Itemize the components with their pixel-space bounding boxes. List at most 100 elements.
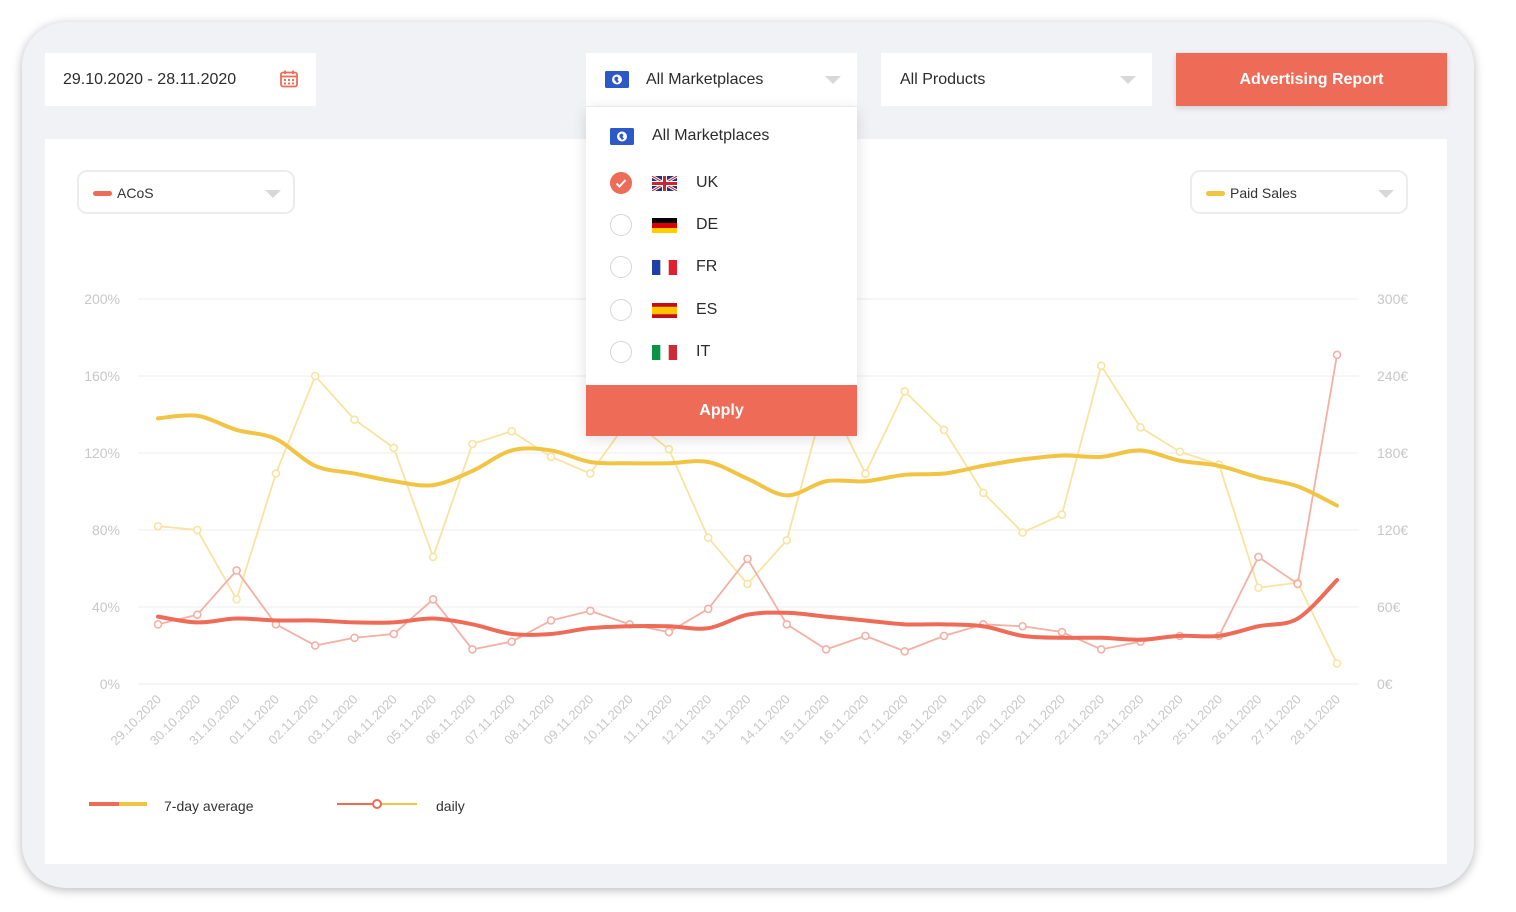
chevron-down-icon: [1378, 190, 1394, 198]
left-metric-select[interactable]: ACoS: [77, 170, 295, 214]
y-left-tick-label: 200%: [84, 291, 120, 307]
globe-icon: [610, 128, 634, 145]
chevron-down-icon: [265, 190, 281, 198]
paid-sales-daily-point: [1136, 423, 1145, 432]
paid-sales-daily-point: [271, 469, 281, 478]
products-selected-label: All Products: [900, 71, 986, 88]
acos-daily-point: [939, 631, 949, 641]
paid-sales-daily-point: [232, 594, 241, 604]
paid-sales-daily-point: [153, 521, 163, 531]
checkbox-empty-icon[interactable]: [610, 341, 632, 363]
y-left-tick-label: 160%: [84, 368, 120, 384]
paid-sales-color-swatch: [1206, 191, 1225, 196]
paid-sales-daily-point: [193, 525, 202, 535]
paid-sales-daily-point: [428, 552, 438, 562]
acos-daily-point: [310, 641, 320, 650]
acos-daily-point: [1332, 350, 1342, 360]
y-left-tick-label: 80%: [92, 522, 120, 538]
acos-color-swatch: [93, 191, 112, 196]
paid-sales-daily-point: [1332, 659, 1342, 668]
uk-flag-icon: [652, 176, 677, 191]
acos-daily-point: [468, 645, 477, 654]
calendar-icon[interactable]: [279, 69, 299, 89]
y-right-tick-label: 240€: [1377, 368, 1408, 384]
paid-sales-daily-point: [664, 444, 674, 454]
acos-daily-point: [782, 620, 792, 629]
all-marketplaces-label[interactable]: All Marketplaces: [652, 127, 770, 144]
checkbox-empty-icon[interactable]: [610, 299, 632, 321]
acos-daily-point: [1018, 621, 1027, 631]
paid-sales-daily-point: [310, 371, 320, 381]
y-right-tick-label: 120€: [1377, 522, 1408, 538]
marketplace-option-label: FR: [696, 258, 718, 275]
acos-daily-point: [703, 604, 713, 614]
paid-sales-7-day-average-line: [156, 413, 1339, 508]
acos-daily-point: [861, 631, 870, 641]
acos-daily-point: [507, 637, 517, 646]
acos-daily-point: [428, 594, 438, 604]
marketplace-option-label: IT: [696, 343, 711, 360]
de-flag-icon: [652, 218, 677, 233]
paid-sales-daily-point: [1175, 447, 1185, 457]
paid-sales-daily-point: [861, 469, 870, 478]
marketplace-option-label: UK: [696, 174, 719, 191]
paid-sales-daily-point: [1057, 510, 1067, 519]
acos-daily-point: [585, 606, 595, 616]
advertising-report-button[interactable]: Advertising Report: [1176, 53, 1447, 106]
y-right-tick-label: 60€: [1377, 599, 1401, 615]
legend-daily-swatch: [337, 799, 417, 809]
marketplace-option-label: ES: [696, 301, 718, 318]
y-left-tick-label: 0%: [100, 676, 120, 692]
chevron-down-icon: [825, 76, 841, 84]
legend-average-swatch: [89, 802, 147, 806]
date-range-picker[interactable]: 29.10.2020 - 28.11.2020: [45, 53, 316, 106]
acos-daily-point: [1293, 579, 1302, 589]
checkbox-empty-icon[interactable]: [610, 256, 632, 278]
legend-daily-label: daily: [436, 798, 465, 814]
apply-button[interactable]: Apply: [586, 385, 857, 436]
acos-7-day-average-line: [156, 578, 1339, 642]
acos-daily-point: [546, 616, 556, 625]
products-select[interactable]: All Products: [881, 53, 1152, 106]
date-range-text: 29.10.2020 - 28.11.2020: [63, 71, 237, 88]
paid-sales-daily-point: [939, 425, 949, 435]
paid-sales-daily-point: [389, 443, 399, 453]
all-marketplaces-option[interactable]: [610, 128, 634, 145]
chevron-down-icon: [1120, 76, 1136, 84]
acos-daily-point: [743, 554, 752, 564]
paid-sales-daily-point: [782, 535, 792, 545]
paid-sales-daily-point: [546, 452, 556, 462]
acos-daily-point: [1057, 627, 1067, 637]
acos-daily-point: [153, 620, 163, 629]
acos-daily-point: [350, 633, 359, 643]
checkbox-checked-icon[interactable]: [610, 172, 632, 194]
globe-icon: [605, 71, 629, 88]
paid-sales-daily-point: [1096, 361, 1106, 371]
right-metric-select[interactable]: Paid Sales: [1190, 170, 1408, 214]
marketplace-select[interactable]: All Marketplaces: [586, 53, 857, 106]
acos-daily-point: [389, 629, 399, 639]
y-left-tick-label: 120%: [84, 445, 120, 461]
acos-daily-point: [1254, 552, 1263, 562]
paid-sales-daily-point: [743, 579, 752, 589]
paid-sales-daily-point: [507, 426, 517, 436]
right-metric-label: Paid Sales: [1230, 185, 1297, 201]
marketplace-dropdown: All Marketplaces UK DE FR ES: [586, 107, 857, 436]
acos-daily-point: [1096, 645, 1106, 654]
acos-daily-point: [900, 646, 910, 656]
paid-sales-daily-point: [585, 469, 595, 478]
es-flag-icon: [652, 303, 677, 318]
checkbox-empty-icon[interactable]: [610, 214, 632, 236]
acos-daily-point: [664, 627, 674, 637]
y-right-tick-label: 180€: [1377, 445, 1408, 461]
paid-sales-daily-point: [350, 415, 359, 424]
y-right-tick-label: 300€: [1377, 291, 1408, 307]
fr-flag-icon: [652, 260, 677, 275]
marketplace-option-label: DE: [696, 216, 719, 233]
paid-sales-daily-point: [978, 488, 988, 498]
acos-daily-point: [821, 645, 831, 654]
paid-sales-daily-point: [900, 387, 910, 396]
paid-sales-daily-point: [1018, 528, 1027, 537]
left-metric-label: ACoS: [117, 185, 154, 201]
